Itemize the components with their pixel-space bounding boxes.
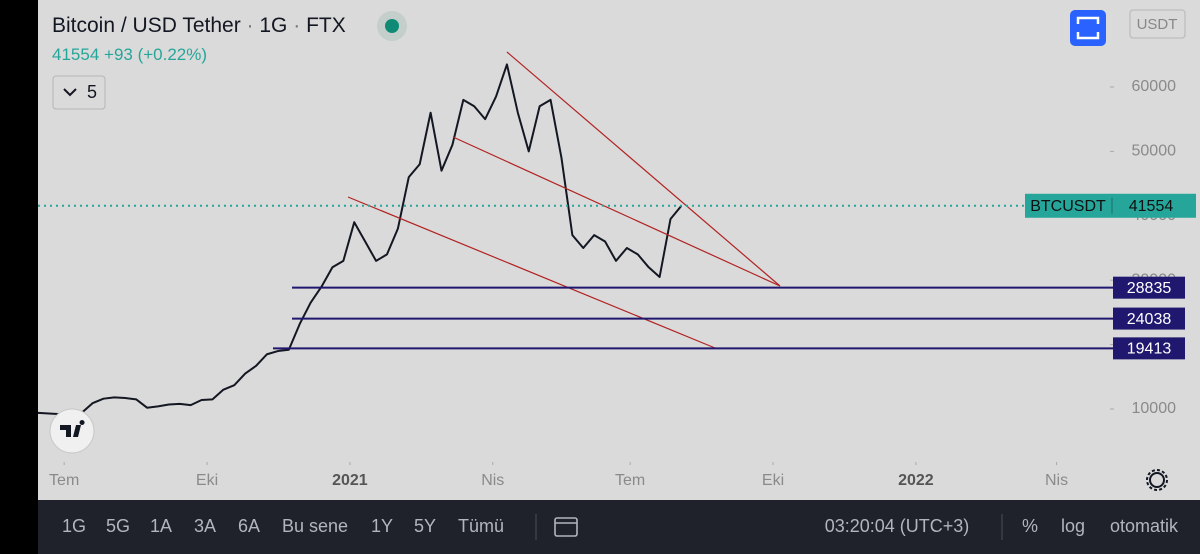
last-price-label: 41554 <box>1129 198 1174 215</box>
fullscreen-button[interactable] <box>1070 10 1106 46</box>
y-tick-label: 10000 <box>1132 400 1177 417</box>
trend-line <box>347 196 716 349</box>
logo-badge <box>49 408 95 454</box>
currency: USDT <box>1137 16 1178 33</box>
level-label-box <box>1113 276 1185 299</box>
level-label-box <box>1113 337 1185 360</box>
range-button[interactable]: 1G <box>62 516 86 536</box>
log-toggle[interactable]: log <box>1061 516 1085 536</box>
calendar-icon <box>554 517 578 537</box>
price-line: 41554 +93 (+0.22%) <box>52 45 207 64</box>
x-tick-label: 2022 <box>898 472 934 489</box>
trend-line <box>452 136 781 287</box>
range-button[interactable]: 6A <box>238 516 260 536</box>
series-name: BTCUSDT <box>1030 198 1106 215</box>
logo <box>60 420 85 437</box>
clock: 03:20:04 (UTC+3) <box>825 516 970 536</box>
settings-teeth <box>1146 469 1168 491</box>
percent-toggle[interactable]: % <box>1022 516 1038 536</box>
range-button[interactable]: Bu sene <box>282 516 348 536</box>
settings-icon[interactable] <box>1149 472 1165 488</box>
level-label: 28835 <box>1127 280 1172 297</box>
x-tick-label: 2021 <box>332 472 368 489</box>
exchange: FTX <box>306 14 346 37</box>
x-tick-label: Tem <box>615 472 645 489</box>
range-button[interactable]: Tümü <box>458 516 504 536</box>
level-label: 19413 <box>1127 341 1172 358</box>
range-button[interactable]: 1A <box>150 516 172 536</box>
currency-button[interactable] <box>1129 9 1186 39</box>
fullscreen-icon <box>1076 16 1100 40</box>
toolbar-items: 1G 5G 1A 3A 6A Bu sene 1Y 5Y Tümü <box>62 516 504 536</box>
x-tick-label: Nis <box>481 472 504 489</box>
level-label-box <box>1113 307 1185 330</box>
change: +93 (+0.22%) <box>104 45 207 64</box>
range-button[interactable]: 3A <box>194 516 216 536</box>
trend-line <box>506 51 781 287</box>
range-button[interactable]: 5G <box>106 516 130 536</box>
x-tick-label: Tem <box>49 472 79 489</box>
range-button[interactable]: 5Y <box>414 516 436 536</box>
symbol-header: Bitcoin / USD Tether · 1G · FTX <box>52 14 346 37</box>
indicator-count: 5 <box>87 82 97 102</box>
indicator-toggle[interactable] <box>52 75 106 110</box>
status-dot <box>385 19 399 33</box>
range-button[interactable]: 1Y <box>371 516 393 536</box>
level-label: 24038 <box>1127 311 1172 328</box>
symbol: Bitcoin / USD Tether <box>52 14 241 37</box>
price-line <box>37 63 683 416</box>
chart-pane <box>38 0 1200 500</box>
last-price-box <box>1025 193 1196 218</box>
x-tick-label: Eki <box>196 472 218 489</box>
overlay: 28835 24038 19413 BTCUSDT 41554 <box>38 193 1196 360</box>
toolbar <box>38 500 1200 554</box>
chevron-icon <box>63 88 77 97</box>
x-tick-label: Eki <box>762 472 784 489</box>
interval: 1G <box>259 14 287 37</box>
price: 41554 <box>52 45 99 64</box>
y-tick-label: 50000 <box>1132 143 1177 160</box>
x-tick-label: Nis <box>1045 472 1068 489</box>
date-range-button[interactable] <box>554 517 578 537</box>
auto-toggle[interactable]: otomatik <box>1110 516 1179 536</box>
y-tick-label: 60000 <box>1132 78 1177 95</box>
